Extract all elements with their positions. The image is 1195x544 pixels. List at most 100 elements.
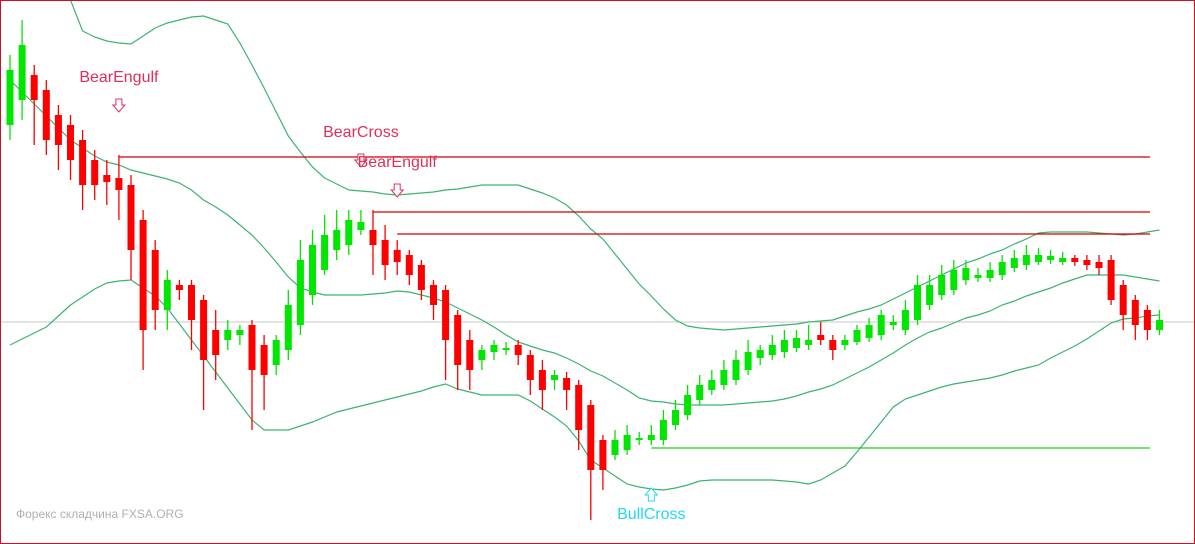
candle-body xyxy=(635,438,643,440)
candle-body xyxy=(478,350,486,360)
candle-body xyxy=(345,220,353,245)
candle-body xyxy=(926,285,934,305)
signal-label: BullCross xyxy=(617,506,685,523)
candle-body xyxy=(684,395,692,415)
candle-body xyxy=(188,285,195,320)
candle-body xyxy=(54,115,62,145)
candle-body xyxy=(417,265,425,290)
candle-body xyxy=(841,340,849,345)
signal-arrow xyxy=(111,98,126,113)
watermark: Форекс складчина FXSA.ORG xyxy=(16,507,184,521)
candle-body xyxy=(67,125,74,160)
candle-body xyxy=(708,380,716,390)
candle-body xyxy=(865,325,873,338)
candle-body xyxy=(720,370,728,385)
candle-body xyxy=(793,338,800,348)
candle-body xyxy=(212,330,220,355)
candle-body xyxy=(587,405,595,470)
candle-body xyxy=(829,340,837,350)
candle-body xyxy=(1035,255,1042,262)
candle-body xyxy=(1143,310,1151,330)
candle-body xyxy=(18,45,26,100)
candle-body xyxy=(780,340,788,352)
candle-body xyxy=(575,385,583,430)
candle-body xyxy=(950,270,958,290)
candle-body xyxy=(538,370,546,390)
candle-body xyxy=(163,280,171,310)
candle-body xyxy=(442,290,450,340)
candle-body xyxy=(877,315,885,335)
candle-body xyxy=(30,75,38,100)
candle-body xyxy=(998,262,1006,275)
signal-arrow xyxy=(390,183,405,198)
candle-body xyxy=(1119,285,1127,315)
candle-body xyxy=(986,270,994,278)
candle-body xyxy=(623,435,631,450)
candle-body xyxy=(1131,300,1139,325)
candle-body xyxy=(672,410,679,425)
signal-label: BearEngulf xyxy=(79,69,159,86)
candle-body xyxy=(333,230,341,250)
candle-body xyxy=(756,350,764,358)
candle-body xyxy=(103,175,111,182)
candle-body xyxy=(6,70,14,125)
candle-body xyxy=(490,345,498,352)
signal-arrow xyxy=(644,487,659,502)
candle-body xyxy=(1047,256,1055,260)
band-line xyxy=(9,79,1160,406)
candle-body xyxy=(430,285,437,305)
candle-body xyxy=(611,440,619,455)
candle-body xyxy=(200,300,208,360)
candle-body xyxy=(79,140,87,185)
candle-body xyxy=(901,310,909,330)
candle-body xyxy=(91,160,99,185)
candle-body xyxy=(284,305,292,350)
candle-body xyxy=(1083,260,1091,265)
candle-body xyxy=(1071,258,1079,262)
candle-body xyxy=(805,340,813,345)
candle-body xyxy=(296,260,304,325)
candle-body xyxy=(42,90,50,140)
candle-body xyxy=(369,230,377,245)
signal-label: BearEngulf xyxy=(358,154,438,171)
candle-body xyxy=(127,185,135,250)
candle-body xyxy=(696,385,704,400)
candle-body xyxy=(1022,255,1030,265)
candle-body xyxy=(1107,260,1115,300)
candle-body xyxy=(563,378,571,390)
candle-body xyxy=(659,420,667,440)
candle-body xyxy=(224,330,232,340)
candle-body xyxy=(768,345,776,355)
candle-body xyxy=(321,235,329,270)
candle-body xyxy=(393,250,401,262)
candle-body xyxy=(526,355,534,380)
candle-body xyxy=(938,275,946,295)
plot xyxy=(1,1,1194,520)
candle-body xyxy=(889,322,897,325)
candle-body xyxy=(817,335,825,340)
candle-body xyxy=(974,275,982,278)
candle-body xyxy=(853,330,861,342)
candle-body xyxy=(381,240,389,265)
candle-body xyxy=(599,440,607,470)
candle-body xyxy=(151,250,159,310)
candle-body xyxy=(551,375,558,380)
candle-body xyxy=(514,345,522,355)
candle-body xyxy=(744,352,752,370)
candle-body xyxy=(248,325,256,370)
candle-body xyxy=(962,268,970,280)
candle-body xyxy=(454,315,462,365)
candle-body xyxy=(236,330,244,335)
candle-body xyxy=(115,178,123,190)
candle-body xyxy=(405,255,413,275)
candle-body xyxy=(139,220,147,330)
band-line xyxy=(70,1,1160,331)
candle-body xyxy=(260,345,268,375)
candle-body xyxy=(466,340,474,370)
candle-body xyxy=(647,435,655,440)
candle-body xyxy=(175,285,183,290)
candle-body xyxy=(914,285,921,320)
candle-body xyxy=(1156,320,1163,330)
